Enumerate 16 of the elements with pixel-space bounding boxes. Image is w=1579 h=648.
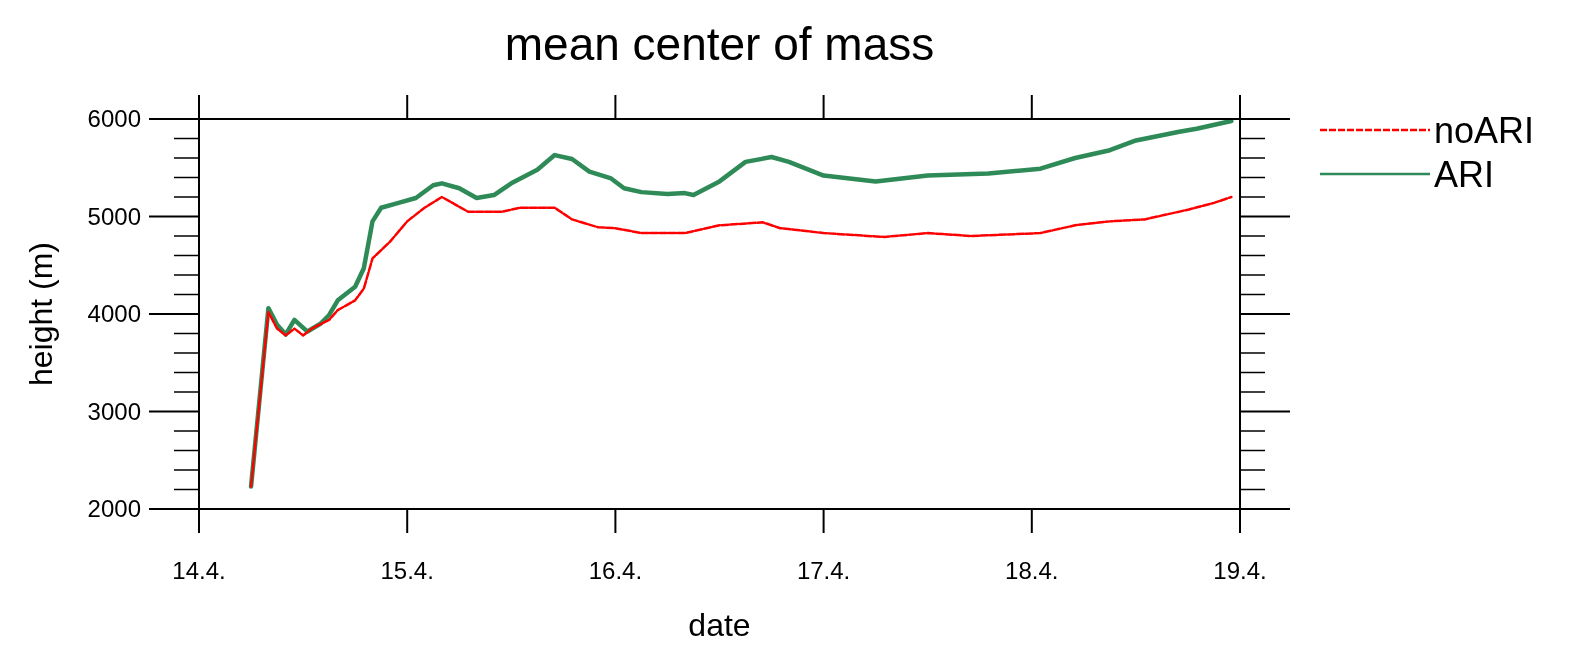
y-tick-label: 3000	[87, 397, 141, 425]
y-tick-label: 6000	[87, 105, 141, 133]
y-tick-label: 2000	[87, 495, 141, 523]
x-tick-label: 18.4.	[1005, 557, 1059, 584]
x-tick-label: 16.4.	[588, 557, 643, 584]
legend-label: ARI	[1434, 153, 1495, 195]
x-tick-label: 14.4.	[172, 557, 226, 584]
x-tick-label: 19.4.	[1213, 557, 1267, 584]
y-tick-label: 5000	[87, 202, 141, 230]
x-tick-label: 17.4.	[796, 557, 851, 584]
chart-title: mean center of mass	[504, 18, 935, 70]
y-tick-label: 4000	[87, 300, 141, 328]
x-tick-label: 15.4.	[380, 557, 434, 584]
x-axis-title: date	[688, 607, 751, 643]
legend-label: noARI	[1434, 109, 1535, 151]
y-axis-title: height (m)	[23, 241, 59, 387]
